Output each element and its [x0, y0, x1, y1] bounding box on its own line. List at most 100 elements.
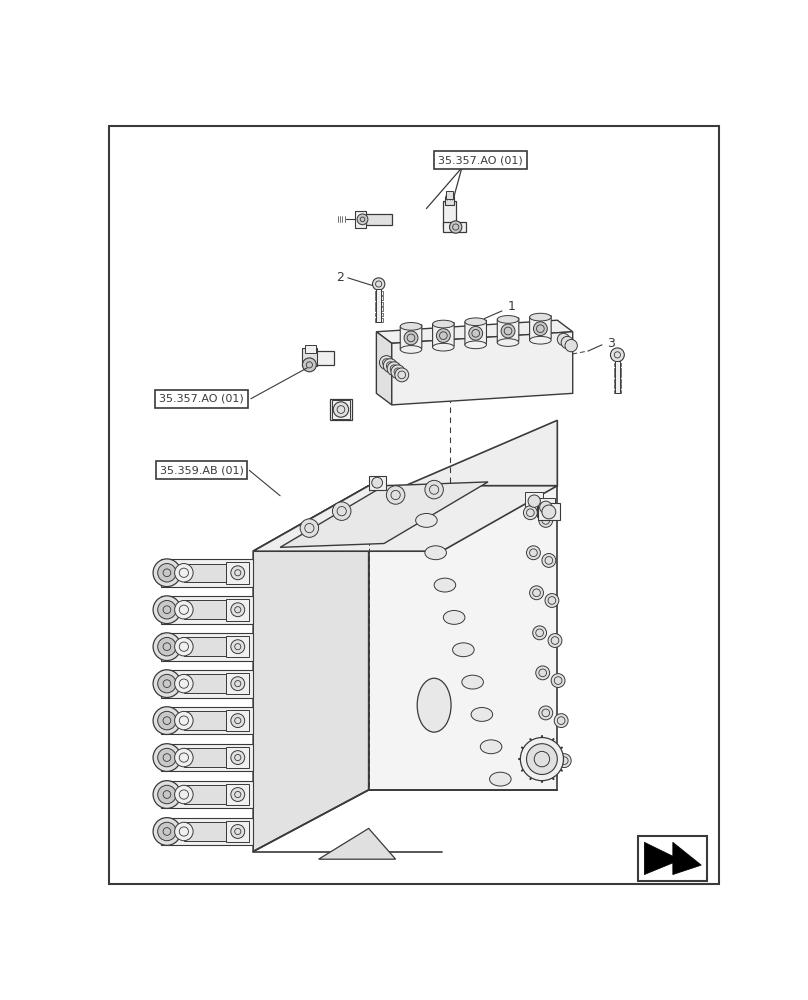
Circle shape — [469, 326, 482, 340]
Ellipse shape — [490, 772, 511, 786]
Bar — [377, 289, 381, 322]
Circle shape — [357, 214, 368, 225]
Polygon shape — [253, 486, 368, 852]
Bar — [184, 711, 226, 730]
Polygon shape — [280, 482, 488, 547]
Circle shape — [231, 603, 245, 617]
Bar — [301, 348, 317, 366]
Bar — [375, 302, 382, 306]
Bar — [375, 291, 382, 295]
Ellipse shape — [153, 744, 181, 771]
Circle shape — [231, 751, 245, 764]
Ellipse shape — [415, 513, 437, 527]
Ellipse shape — [465, 341, 486, 349]
Text: 35.359.AB (01): 35.359.AB (01) — [160, 465, 243, 475]
Ellipse shape — [175, 637, 193, 656]
Bar — [446, 191, 453, 199]
Ellipse shape — [153, 818, 181, 845]
Circle shape — [532, 626, 546, 640]
Ellipse shape — [400, 346, 422, 353]
Circle shape — [545, 594, 559, 607]
Ellipse shape — [175, 785, 193, 804]
Polygon shape — [432, 323, 454, 347]
Circle shape — [533, 322, 547, 336]
Circle shape — [404, 331, 418, 345]
Ellipse shape — [153, 596, 181, 624]
Bar — [226, 784, 250, 805]
Ellipse shape — [432, 343, 454, 351]
Bar — [226, 562, 250, 584]
Bar — [184, 637, 226, 656]
Polygon shape — [529, 316, 551, 340]
Bar — [444, 222, 466, 232]
Bar — [613, 373, 621, 377]
Bar — [184, 564, 226, 582]
Ellipse shape — [158, 637, 176, 656]
Ellipse shape — [175, 748, 193, 767]
Bar — [375, 318, 382, 322]
Text: 1: 1 — [507, 300, 515, 313]
Ellipse shape — [529, 313, 551, 321]
Circle shape — [611, 348, 625, 362]
Circle shape — [231, 788, 245, 801]
Bar — [613, 384, 621, 388]
Bar — [161, 596, 253, 624]
Circle shape — [395, 368, 409, 382]
Bar — [226, 673, 250, 694]
Circle shape — [425, 480, 444, 499]
Circle shape — [391, 365, 405, 379]
Bar — [375, 307, 382, 311]
Ellipse shape — [462, 675, 483, 689]
Bar — [184, 674, 226, 693]
Bar — [226, 821, 250, 842]
Bar — [161, 744, 253, 771]
Ellipse shape — [175, 674, 193, 693]
Polygon shape — [400, 325, 422, 349]
Bar — [161, 559, 253, 587]
Bar — [184, 748, 226, 767]
Bar — [375, 312, 382, 316]
Ellipse shape — [175, 711, 193, 730]
Bar — [161, 707, 253, 734]
Ellipse shape — [480, 740, 502, 754]
Circle shape — [562, 336, 574, 349]
Bar — [184, 600, 226, 619]
Polygon shape — [377, 320, 573, 343]
Text: 3: 3 — [608, 337, 615, 350]
Bar — [161, 818, 253, 845]
Ellipse shape — [153, 633, 181, 661]
Circle shape — [386, 486, 405, 504]
Circle shape — [529, 586, 544, 600]
Ellipse shape — [400, 323, 422, 330]
Bar — [226, 747, 250, 768]
Circle shape — [542, 554, 556, 567]
Ellipse shape — [465, 318, 486, 326]
Circle shape — [383, 359, 398, 373]
Ellipse shape — [452, 643, 474, 657]
Bar — [525, 492, 544, 510]
Ellipse shape — [432, 320, 454, 328]
Circle shape — [231, 825, 245, 838]
Circle shape — [380, 356, 393, 369]
Bar — [303, 351, 334, 365]
Circle shape — [231, 677, 245, 691]
Polygon shape — [465, 320, 486, 345]
Polygon shape — [497, 318, 519, 343]
Bar — [613, 368, 621, 372]
Bar — [615, 361, 620, 393]
Bar — [226, 710, 250, 731]
Circle shape — [528, 495, 541, 507]
Bar — [161, 781, 253, 808]
Polygon shape — [253, 486, 558, 551]
Bar — [444, 201, 456, 228]
Circle shape — [542, 505, 556, 519]
Bar — [368, 476, 385, 490]
Ellipse shape — [529, 336, 551, 344]
Ellipse shape — [497, 316, 519, 323]
Circle shape — [231, 714, 245, 728]
Circle shape — [542, 746, 556, 760]
Circle shape — [536, 666, 549, 680]
Bar — [613, 389, 621, 393]
Circle shape — [539, 706, 553, 720]
Bar — [537, 498, 555, 517]
